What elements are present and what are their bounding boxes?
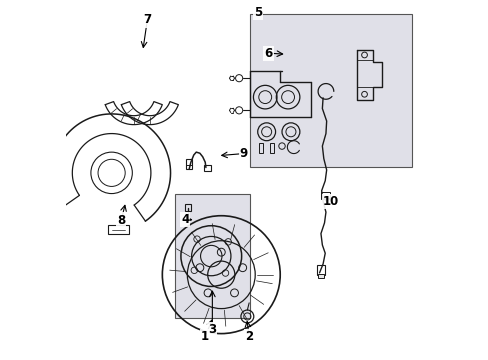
Text: 9: 9 <box>239 147 247 160</box>
Bar <box>258 143 263 153</box>
Text: 1: 1 <box>201 330 209 343</box>
Bar <box>203 165 210 171</box>
Bar <box>185 158 192 169</box>
Text: 4: 4 <box>181 213 189 226</box>
Text: 10: 10 <box>322 195 338 208</box>
Bar <box>175 194 249 318</box>
Text: 2: 2 <box>244 330 253 343</box>
Text: 5: 5 <box>253 6 262 19</box>
Bar <box>108 225 128 234</box>
Bar <box>269 143 274 153</box>
Bar <box>185 203 190 211</box>
Bar <box>249 14 411 167</box>
Text: 6: 6 <box>264 47 272 60</box>
Text: 8: 8 <box>117 213 125 226</box>
Bar <box>316 265 324 275</box>
Text: 7: 7 <box>143 13 151 27</box>
Bar <box>317 274 323 278</box>
Bar <box>320 192 329 199</box>
Text: 3: 3 <box>208 323 216 336</box>
